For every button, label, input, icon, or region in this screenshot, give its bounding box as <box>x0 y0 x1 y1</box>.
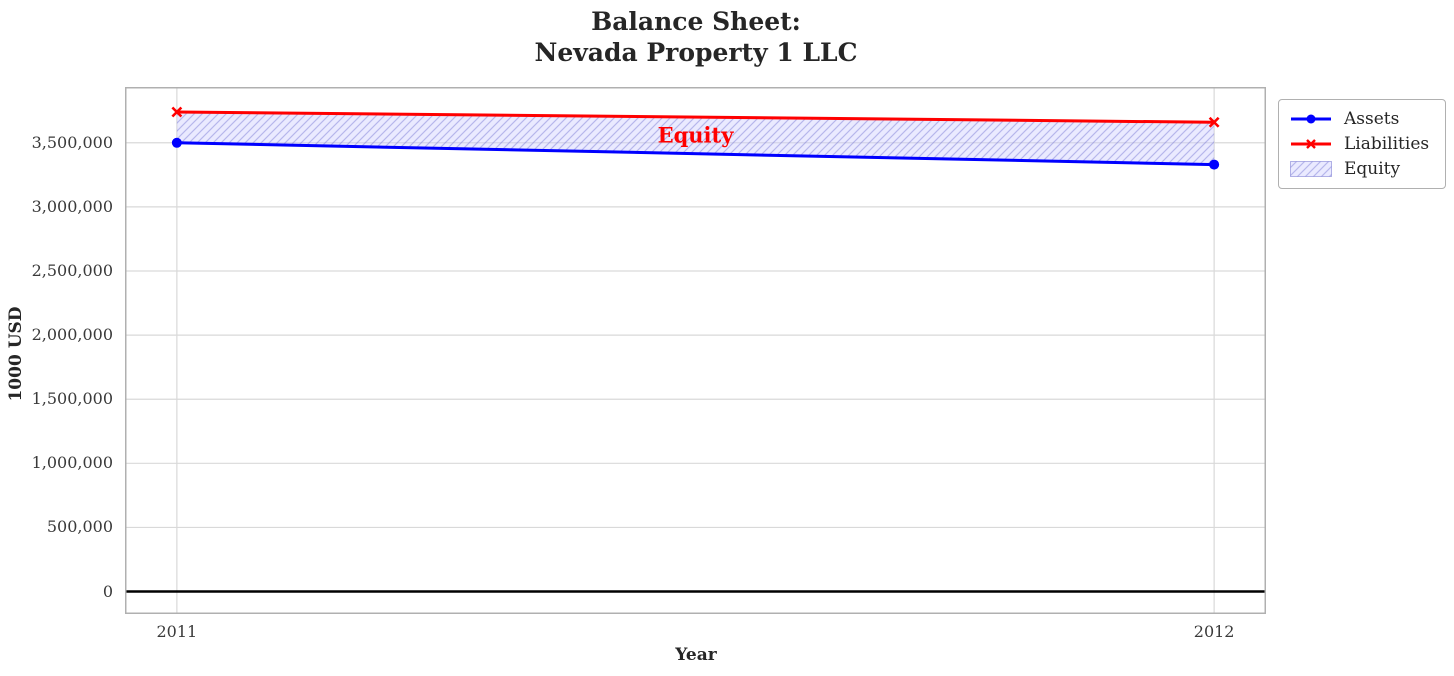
legend-item-assets: Assets <box>1290 107 1434 132</box>
gridlines <box>125 87 1266 614</box>
legend-label-assets: Assets <box>1344 109 1400 130</box>
y-tick-label: 1,000,000 <box>31 453 113 473</box>
chart-title-line1: Balance Sheet: <box>591 7 801 36</box>
plot-area: Equity <box>125 87 1266 614</box>
y-tick-label: 1,500,000 <box>31 389 113 409</box>
x-tick-label: 2012 <box>1193 622 1235 641</box>
legend: Assets Liabilities Equity <box>1278 99 1446 189</box>
chart-title: Balance Sheet: Nevada Property 1 LLC <box>535 6 858 68</box>
plot-border <box>125 87 1266 614</box>
x-axis-label: Year <box>675 645 717 665</box>
x-tick-label: 2011 <box>156 622 198 641</box>
y-tick-label: 0 <box>102 581 113 601</box>
series-assets <box>171 137 1220 170</box>
y-axis-label: 1000 USD <box>6 306 26 402</box>
y-tick-label: 3,000,000 <box>31 196 113 216</box>
y-tick-label: 2,000,000 <box>31 325 113 345</box>
legend-label-equity: Equity <box>1344 158 1401 179</box>
y-tick-label: 500,000 <box>46 517 113 537</box>
legend-item-liabilities: Liabilities <box>1290 132 1434 157</box>
chart-title-line2: Nevada Property 1 LLC <box>534 38 858 67</box>
y-tick-label: 3,500,000 <box>31 132 113 152</box>
legend-label-liabilities: Liabilities <box>1344 134 1430 154</box>
assets-line-icon <box>1290 110 1332 128</box>
legend-item-equity: Equity <box>1290 156 1434 181</box>
liabilities-line-icon <box>1290 135 1332 153</box>
equity-hatch-icon <box>1290 160 1332 178</box>
equity-annotation: Equity <box>658 122 735 147</box>
y-tick-label: 2,500,000 <box>31 261 113 280</box>
series-liabilities <box>171 106 1220 128</box>
equity-band <box>176 112 1215 165</box>
